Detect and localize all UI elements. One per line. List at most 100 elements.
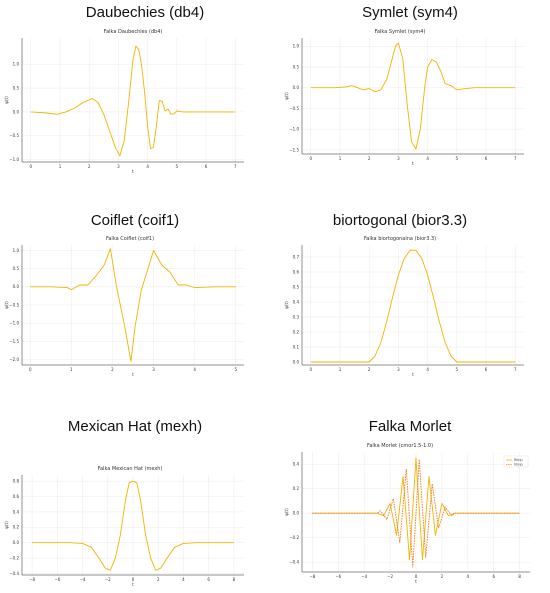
y-tick-label: 0.8 [13,479,20,484]
x-tick-label: 6 [205,164,208,169]
x-tick-label: 1 [70,367,73,372]
x-tick-label: 3 [117,164,120,169]
x-tick-label: 5 [176,164,179,169]
y-tick-label: 0.6 [293,269,300,274]
x-axis-label: t [132,372,134,377]
y-tick-label: 0.2 [293,486,300,491]
y-axis-label: ψ(t) [284,508,289,516]
x-tick-label: 4 [426,156,429,161]
x-tick-label: 2 [441,574,444,579]
plot-title: Falka Mexican Hat (mexh) [98,466,163,472]
x-tick-label: 2 [368,367,371,372]
x-tick-label: 1 [339,367,342,372]
y-axis-label: ψ(t) [4,521,9,529]
y-tick-label: −0.5 [9,302,19,307]
x-axis-label: t [412,161,414,166]
y-tick-label: −2.0 [9,357,19,362]
x-tick-label: 0 [29,164,32,169]
y-tick-label: 0.5 [13,85,20,90]
series-line-2 [312,458,520,568]
y-tick-label: −1.5 [289,147,299,152]
y-tick-label: −1.0 [9,157,19,162]
x-tick-label: 7 [514,156,517,161]
y-axis-label: ψ(t) [284,92,289,100]
y-axis-label: ψ(t) [4,96,9,104]
y-tick-label: −0.5 [289,106,299,111]
panel-heading: Symlet (sym4) [362,4,458,21]
wavelet-panel-6: Falka Morlet (cmor1.5-1.0) −8 −6 −4 −2 0 2 4 6 8 −… [284,443,530,584]
x-axis-label: t [132,582,134,587]
series-line-1 [32,480,234,571]
y-tick-label: 0.5 [293,64,300,69]
x-tick-label: −8 [29,577,35,582]
series-line-1 [30,248,236,362]
x-tick-label: 6 [492,574,495,579]
x-tick-label: 0 [132,577,135,582]
series-line-1 [312,457,520,561]
y-tick-label: 0.0 [293,85,300,90]
x-axis-label: t [132,169,134,174]
y-tick-label: −1.5 [9,339,19,344]
x-tick-label: −2 [387,574,393,579]
wavelet-panel-3: Falka Coiflet (coif1) 0 1 2 3 4 5 −2.0 −1.5 −1.0 −… [4,236,244,377]
y-tick-label: −0.4 [289,560,299,565]
legend: Re(ψ)Im(ψ) [503,455,529,468]
x-axis-label: t [415,579,417,584]
panel-heading: Mexican Hat (mexh) [67,418,203,435]
y-tick-label: 0.0 [293,359,300,364]
plot-title: Falka Morlet (cmor1.5-1.0) [367,443,433,449]
y-tick-label: 0.0 [13,284,20,289]
y-tick-label: −1.0 [289,127,299,132]
x-tick-label: −6 [54,577,60,582]
series-line-1 [30,45,236,157]
x-tick-label: −6 [335,574,341,579]
x-tick-label: 8 [233,577,236,582]
panel-heading: biortogonal (bior3.3) [332,212,468,229]
y-tick-label: −0.2 [9,555,19,560]
y-tick-label: 1.0 [293,44,300,49]
y-tick-label: 0.5 [293,284,300,289]
x-tick-label: 5 [456,156,459,161]
plot-title: Falka biortogonalna (bior3.3) [364,236,436,242]
y-axis-label: ψ(t) [284,301,289,309]
plot-title: Falka Daubechies (db4) [104,29,163,35]
x-tick-label: 4 [146,164,149,169]
y-tick-label: 1.0 [13,248,20,253]
y-tick-label: 0.4 [13,509,20,514]
series-line-1 [310,42,516,150]
x-tick-label: 4 [193,367,196,372]
x-tick-label: 4 [426,367,429,372]
wavelet-panel-1: Falka Daubechies (db4) 0 1 2 3 4 5 6 7 −1.0 −0.5 0.… [4,29,244,174]
panel-heading: Daubechies (db4) [85,4,205,21]
y-tick-label: −1.0 [9,321,19,326]
plot-title: Falka Symlet (sym4) [375,29,426,35]
wavelet-panel-4: Falka biortogonalna (bior3.3) 0 1 2 3 4 5 6 7 0.0… [284,236,524,377]
x-tick-label: 7 [234,164,237,169]
x-tick-label: 6 [485,367,488,372]
x-tick-label: 8 [518,574,521,579]
y-tick-label: 0.5 [13,266,20,271]
y-tick-label: 0.4 [293,462,300,467]
y-tick-label: 1.0 [13,62,20,67]
x-tick-label: 4 [182,577,185,582]
x-tick-label: 3 [397,156,400,161]
panel-heading: Falka Morlet [368,418,452,435]
y-tick-label: −0.2 [289,535,299,540]
x-tick-label: 0 [309,367,312,372]
legend-label: Re(ψ) [514,458,523,462]
x-tick-label: 2 [368,156,371,161]
x-tick-label: −8 [309,574,315,579]
x-tick-label: −4 [361,574,367,579]
y-tick-label: 0.0 [13,109,20,114]
y-tick-label: 0.3 [293,314,300,319]
y-tick-label: 0.2 [293,329,300,334]
y-tick-label: 0.7 [293,254,300,259]
x-tick-label: 6 [485,156,488,161]
x-tick-label: 3 [152,367,155,372]
legend-label: Im(ψ) [514,463,523,467]
wavelet-panel-5: Falka Mexican Hat (mexh) −8 −6 −4 −2 0 2 4 6 8 −0.… [4,466,244,587]
x-tick-label: 2 [111,367,114,372]
x-tick-label: 0 [309,156,312,161]
y-tick-label: −0.5 [9,133,19,138]
